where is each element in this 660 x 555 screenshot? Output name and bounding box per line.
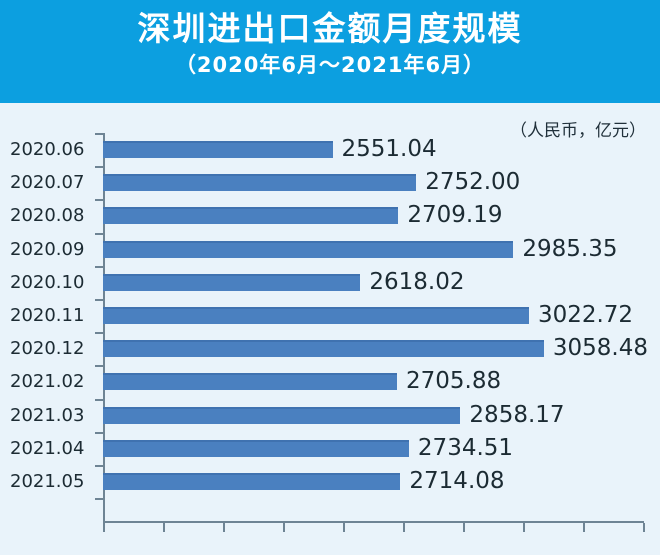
x-axis-tick bbox=[163, 523, 165, 532]
y-axis-tick bbox=[95, 299, 104, 301]
bar bbox=[103, 340, 544, 358]
bar-value-label: 2734.51 bbox=[417, 434, 514, 461]
bar bbox=[103, 273, 361, 291]
bar-row: 2618.02 bbox=[103, 269, 465, 295]
category-label: 2020.12 bbox=[10, 338, 85, 360]
y-axis-tick bbox=[95, 398, 104, 401]
bar-row: 2709.19 bbox=[103, 202, 503, 228]
category-label: 2020.07 bbox=[10, 172, 85, 194]
bar-row: 2734.51 bbox=[103, 435, 513, 461]
category-label: 2020.10 bbox=[10, 271, 85, 293]
bar-value-label: 3022.72 bbox=[537, 302, 634, 328]
bar-row: 2551.04 bbox=[103, 136, 437, 162]
bar-value-label: 2752.00 bbox=[425, 169, 521, 196]
chart-header-banner: 深圳进出口金额月度规模 （2020年6月～2021年6月） bbox=[0, 0, 660, 103]
bar-row: 2714.08 bbox=[103, 468, 505, 494]
y-axis-line bbox=[103, 133, 105, 523]
x-axis-tick bbox=[223, 523, 225, 532]
bar bbox=[103, 207, 399, 225]
bar bbox=[103, 240, 514, 258]
bar-row: 2858.17 bbox=[103, 402, 565, 428]
bar bbox=[103, 406, 461, 424]
bar bbox=[103, 307, 529, 324]
bar-value-label: 2858.17 bbox=[469, 401, 565, 428]
x-axis-tick bbox=[523, 523, 525, 532]
bar-value-label: 2709.19 bbox=[407, 202, 503, 229]
x-axis-tick bbox=[463, 523, 465, 532]
category-label: 2021.05 bbox=[10, 471, 85, 492]
y-axis-tick bbox=[95, 265, 104, 268]
y-axis-tick bbox=[95, 232, 104, 235]
bar-value-label: 2551.04 bbox=[341, 136, 437, 162]
y-axis-tick bbox=[95, 199, 104, 202]
bar-chart-plot-area: 2551.04 2752.00 2709.19 2985.35 2618.02 3022.… bbox=[0, 103, 660, 555]
bar-row: 2752.00 bbox=[103, 169, 520, 195]
y-axis-tick bbox=[95, 498, 104, 501]
category-label: 2020.11 bbox=[10, 305, 85, 326]
bar bbox=[103, 174, 417, 192]
bar-value-label: 2714.08 bbox=[409, 468, 505, 494]
bar-row: 2705.88 bbox=[103, 368, 501, 394]
y-axis-tick bbox=[95, 465, 104, 467]
x-axis-tick bbox=[583, 523, 585, 532]
bar-value-label: 3058.48 bbox=[552, 335, 648, 362]
category-label: 2020.09 bbox=[10, 238, 85, 260]
bar-value-label: 2618.02 bbox=[369, 268, 465, 295]
bar-row: 2985.35 bbox=[103, 236, 618, 262]
bar bbox=[103, 439, 409, 457]
x-axis-line bbox=[103, 521, 644, 523]
page-subtitle: （2020年6月～2021年6月） bbox=[174, 53, 486, 77]
category-label: 2021.02 bbox=[10, 371, 85, 393]
bar bbox=[103, 373, 397, 391]
x-axis-tick bbox=[643, 523, 645, 532]
bar-row: 3058.48 bbox=[103, 335, 648, 361]
x-axis-tick bbox=[403, 523, 405, 532]
bar-value-label: 2985.35 bbox=[522, 235, 618, 262]
y-axis-tick bbox=[95, 332, 104, 335]
y-axis-tick bbox=[95, 431, 104, 434]
category-label: 2021.03 bbox=[10, 404, 85, 426]
x-axis-tick bbox=[283, 523, 285, 532]
x-axis-tick bbox=[103, 523, 105, 532]
y-axis-tick bbox=[95, 133, 104, 135]
category-label: 2021.04 bbox=[10, 437, 85, 459]
bar-value-label: 2705.88 bbox=[405, 368, 502, 395]
x-axis-tick bbox=[343, 523, 345, 532]
unit-note: （人民币，亿元） bbox=[510, 121, 646, 141]
bar-row: 3022.72 bbox=[103, 302, 633, 328]
page-title: 深圳进出口金额月度规模 bbox=[137, 9, 523, 48]
bar bbox=[103, 473, 401, 490]
bar bbox=[103, 141, 333, 158]
category-label: 2020.06 bbox=[10, 139, 85, 160]
y-axis-tick bbox=[95, 166, 104, 169]
category-label: 2020.08 bbox=[10, 205, 85, 227]
y-axis-tick bbox=[95, 365, 104, 368]
